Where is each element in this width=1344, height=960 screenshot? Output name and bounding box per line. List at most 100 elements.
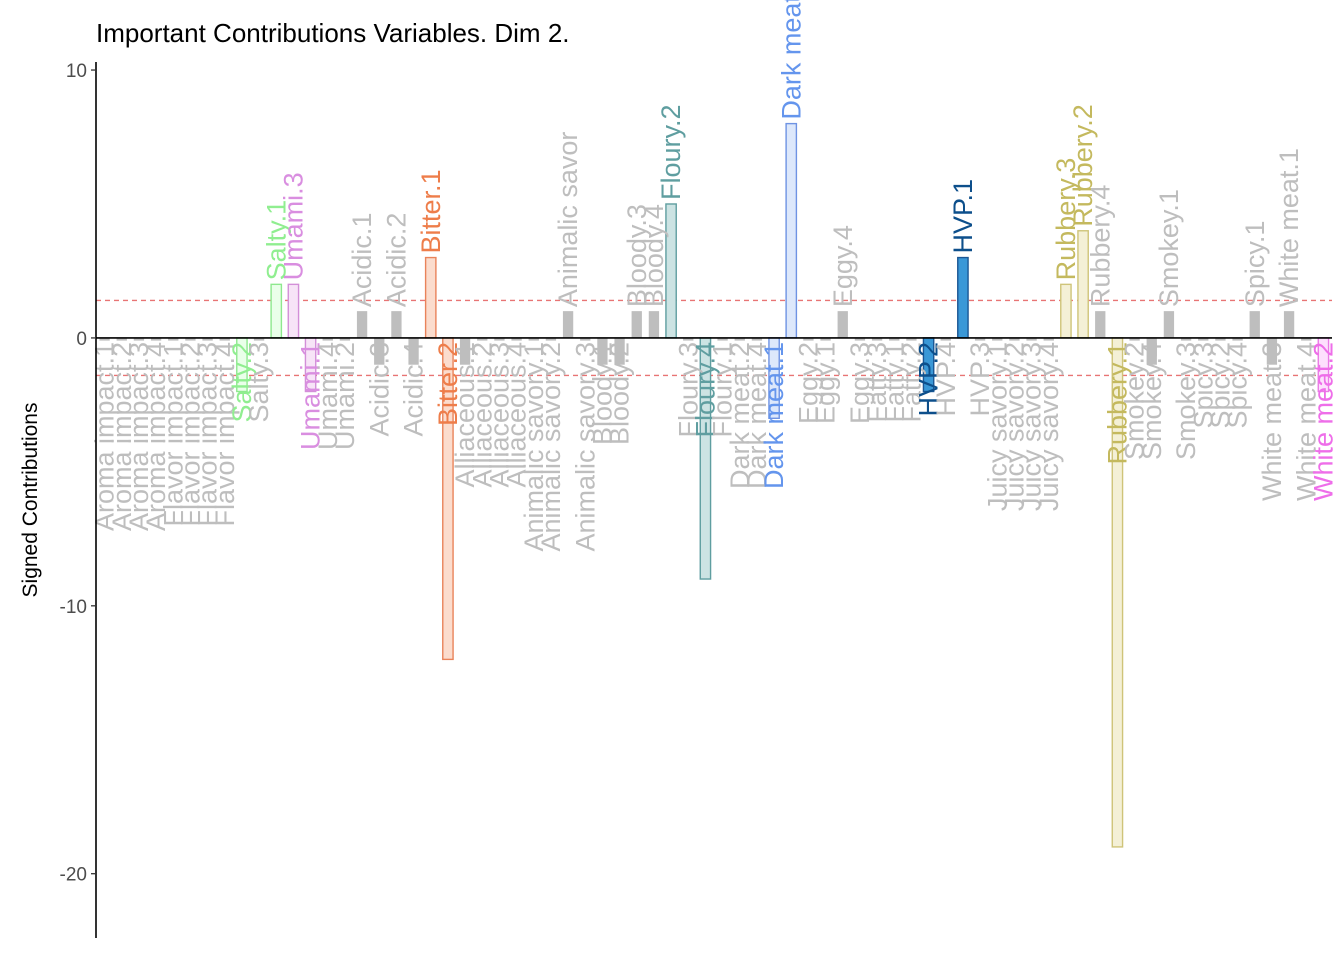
bar-animalic-savor: [562, 311, 574, 338]
bar-bloody-2: [614, 337, 625, 365]
bar-aroma-impact-3: [133, 337, 145, 341]
bar-label-aroma-impact-3: Aroma impact.3: [124, 342, 154, 531]
bar-label-salty-1: Salty.1: [261, 200, 291, 281]
bar-label-bloody-3: Bloody.3: [622, 204, 652, 307]
bar-label-floury-2: Floury.2: [656, 104, 686, 200]
bar-alliaceous-1: [459, 337, 471, 365]
bar-label-umami-4: Umami.4: [313, 342, 343, 450]
bar-label-juicy-savory-4: Juicy savory.4: [1034, 342, 1064, 511]
bar-acidic-2: [391, 311, 402, 338]
bar-animalic-savory-1: [528, 337, 539, 341]
bar-label-salty-2: Salty.2: [227, 342, 257, 423]
bar-label-flavor-impact-4: Flavor impact.4: [210, 342, 240, 527]
bar-smokey-2: [1129, 337, 1140, 341]
bar-label-spicy-1: Spicy.1: [1240, 221, 1270, 308]
y-tick-label: 10: [66, 61, 87, 82]
bar-fatty-1: [889, 337, 900, 341]
bar-label-animalic-savory-1: Animalic savory.1: [519, 342, 549, 552]
bar-umami-3: [287, 283, 300, 339]
bar-floury-3: [683, 337, 694, 341]
bar-label-umami-2: Umami.2: [330, 342, 360, 450]
bar-label-floury-1: Floury.1: [708, 342, 738, 438]
bar-label-smokey-3: Smokey.3: [1171, 342, 1201, 460]
bar-label-eggy-2: Eggy.2: [793, 342, 823, 424]
bar-label-eggy-4: Eggy.4: [828, 225, 858, 307]
bar-label-rubbery-3: Rubbery.3: [1051, 158, 1081, 281]
bar-juicy-savory-3: [1026, 337, 1037, 341]
bar-label-acidic-1: Acidic.1: [347, 213, 377, 308]
bar-label-hvp-1: HVP.1: [948, 179, 978, 254]
bar-label-white-meat-4: White meat.4: [1291, 342, 1321, 501]
bar-label-spicy-2: Spicy.2: [1205, 342, 1235, 429]
bar-dark-meat-3: [785, 122, 798, 339]
bar-spicy-4: [1232, 337, 1243, 341]
bar-label-eggy-1: Eggy.1: [811, 342, 841, 424]
bar-label-bloody-1: Bloody.1: [587, 342, 617, 445]
bar-acidic-1: [356, 311, 368, 338]
bar-label-animalic-savory-3: Animalic savory.3: [570, 342, 600, 552]
bar-juicy-savory-4: [1043, 337, 1054, 341]
bar-label-aroma-impact-4: Aroma impact.4: [141, 342, 171, 531]
bar-bloody-4: [648, 311, 660, 338]
bar-flavor-impact-1: [168, 337, 179, 341]
bar-rubbery-3: [1060, 283, 1072, 339]
bar-label-alliaceous-4: Alliaceous.4: [502, 342, 532, 488]
bar-label-hvp-2: HVP.2: [914, 342, 944, 417]
bar-fatty-3: [871, 337, 883, 341]
bar-smokey-3: [1180, 337, 1192, 341]
bar-label-dark-meat-2: Dark meat.2: [725, 342, 755, 489]
y-axis-title: Signed Contributions: [19, 403, 42, 598]
bar-label-floury-4: Floury.4: [690, 342, 720, 438]
y-tick-label: 0: [76, 329, 87, 350]
bar-flavor-impact-4: [219, 337, 230, 341]
bar-hvp-4: [940, 337, 951, 341]
bar-eggy-3: [854, 337, 866, 341]
bar-label-smokey-4: Smokey.4: [1137, 342, 1167, 460]
bar-rubbery-4: [1095, 311, 1106, 338]
y-tick-label: -10: [60, 597, 87, 618]
bar-label-white-meat-3: White meat.3: [1257, 342, 1287, 501]
bar-bloody-1: [597, 337, 608, 365]
bar-aroma-impact-2: [116, 337, 127, 341]
bar-white-meat-1: [1283, 311, 1295, 338]
bar-label-spicy-3: Spicy.3: [1188, 342, 1218, 429]
bar-eggy-1: [820, 337, 831, 341]
bar-juicy-savory-2: [1009, 337, 1020, 341]
bar-spicy-3: [1198, 337, 1209, 341]
bar-spicy-2: [1215, 337, 1226, 341]
bar-label-rubbery-2: Rubbery.2: [1068, 104, 1098, 227]
bar-label-aroma-impact-1: Aroma impact.1: [90, 342, 120, 531]
bar-salty-3: [253, 337, 265, 341]
bar-white-meat-4: [1301, 337, 1312, 341]
bar-aroma-impact-1: [99, 337, 110, 341]
y-tick-label: -20: [60, 865, 87, 886]
bar-label-bitter-2: Bitter.2: [433, 342, 463, 426]
bar-label-juicy-savory-1: Juicy savory.1: [982, 342, 1012, 511]
bar-label-smokey-2: Smokey.2: [1120, 342, 1150, 460]
bar-label-rubbery-4: Rubbery.4: [1085, 185, 1115, 308]
bar-label-fatty-3: Fatty.3: [862, 342, 892, 423]
bar-label-rubbery-1: Rubbery.1: [1102, 342, 1132, 465]
bar-bitter-1: [424, 256, 437, 339]
bar-label-animalic-savory-2: Animalic savory.2: [536, 342, 566, 552]
bar-spicy-1: [1249, 311, 1260, 338]
bar-acidic-4: [408, 337, 419, 365]
bar-eggy-2: [803, 337, 814, 341]
bar-label-umami-1: Umami.1: [296, 342, 326, 450]
bar-label-dark-meat-4: Dark meat.4: [742, 342, 772, 489]
threshold-lines: [96, 299, 1332, 377]
bar-label-flavor-impact-1: Flavor impact.1: [158, 342, 188, 527]
bar-label-hvp-3: HVP.3: [965, 342, 995, 417]
bar-smokey-4: [1146, 337, 1157, 365]
bar-label-acidic-4: Acidic.4: [399, 342, 429, 437]
bar-label-white-meat-2: White meat.2: [1308, 342, 1338, 501]
bar-umami-4: [322, 337, 333, 341]
bar-label-juicy-savory-2: Juicy savory.2: [999, 342, 1029, 511]
bar-dark-meat-2: [734, 337, 745, 341]
bar-floury-1: [717, 337, 728, 341]
bar-alliaceous-3: [494, 337, 505, 341]
bar-hvp-1: [957, 256, 969, 339]
bar-label-white-meat-1: White meat.1: [1274, 148, 1304, 307]
bar-label-hvp-4: HVP.4: [931, 342, 961, 417]
